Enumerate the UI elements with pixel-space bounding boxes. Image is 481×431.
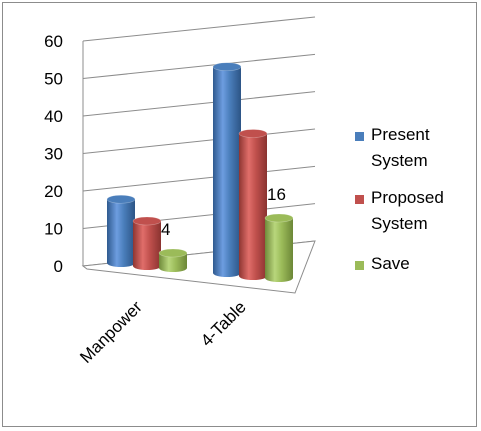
gridline-60 xyxy=(82,16,316,42)
data-label-manpower: 4 xyxy=(161,220,170,239)
y-tick-label-30: 30 xyxy=(44,145,63,164)
legend-label: Present xyxy=(371,125,430,144)
bar-save-manpower xyxy=(158,248,188,272)
y-tick-label-50: 50 xyxy=(44,70,63,89)
x-category-label-4-table: 4-Table xyxy=(197,297,250,350)
y-tick-label-60: 60 xyxy=(44,32,63,51)
legend-entry-present-system: Present System xyxy=(355,125,430,170)
legend-label: Save xyxy=(371,254,410,273)
gridline-40 xyxy=(82,91,316,117)
legend: Present System Proposed System Save xyxy=(355,125,444,273)
gridline-50 xyxy=(82,53,316,79)
y-tick-label-10: 10 xyxy=(44,220,63,239)
bar-present-system-manpower xyxy=(106,194,136,267)
chart-frame: 0 10 20 30 40 50 60 4 16 Manpower 4-Table Present S… xyxy=(2,2,477,427)
bar-present-system-4-table xyxy=(212,62,242,277)
legend-label: Proposed xyxy=(371,188,444,207)
y-tick-label-20: 20 xyxy=(44,182,63,201)
legend-swatch xyxy=(355,261,364,270)
legend-swatch xyxy=(355,132,364,141)
y-tick-label-0: 0 xyxy=(54,257,63,276)
bar-chart: 0 10 20 30 40 50 60 4 16 Manpower 4-Table Present S… xyxy=(44,16,444,367)
legend-entry-proposed-system: Proposed System xyxy=(355,188,444,233)
legend-entry-save: Save xyxy=(355,254,410,273)
legend-label: System xyxy=(371,151,428,170)
bar-proposed-system-manpower xyxy=(132,216,162,270)
data-label-4-table: 16 xyxy=(267,185,286,204)
gridline-20 xyxy=(82,165,316,192)
legend-label: System xyxy=(371,214,428,233)
legend-swatch xyxy=(355,195,364,204)
x-category-label-manpower: Manpower xyxy=(76,297,146,367)
bar-save-4-table xyxy=(264,213,294,282)
bars xyxy=(106,62,294,282)
gridline-30 xyxy=(82,128,316,154)
y-tick-label-40: 40 xyxy=(44,107,63,126)
bar-proposed-system-4-table xyxy=(238,129,268,280)
